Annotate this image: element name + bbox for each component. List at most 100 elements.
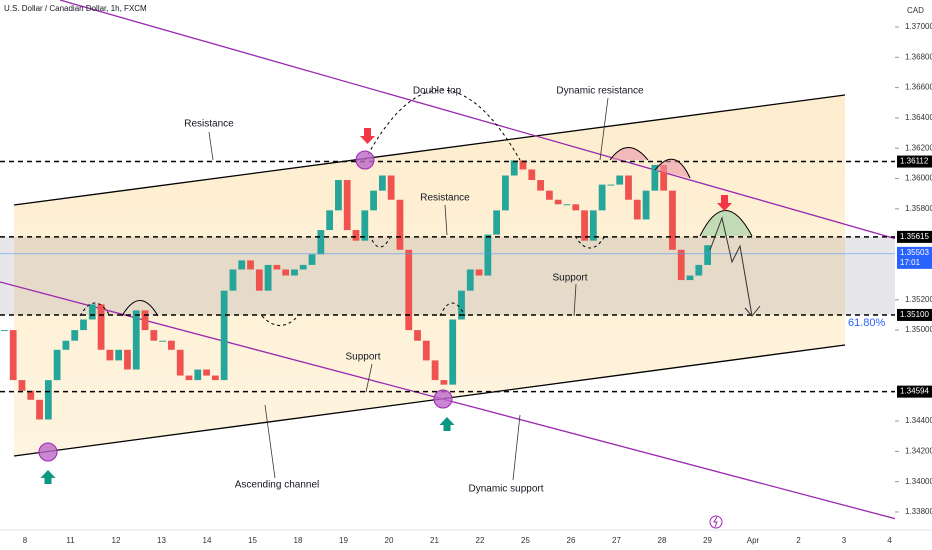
candle [97,304,105,350]
candle [475,269,483,276]
candle [194,369,202,381]
candle [9,330,17,381]
x-tick-label: 28 [658,536,667,545]
candle [554,199,562,205]
candle [510,160,518,176]
level-label-box [897,230,932,243]
candle [159,340,167,342]
candle [326,210,334,231]
candle [686,275,694,281]
candle [80,319,87,331]
x-tick-label: 11 [66,536,75,545]
candle [88,304,96,320]
candle [264,264,272,291]
candle [642,190,650,220]
candle [370,190,377,211]
annotation-pointers [208,97,609,481]
y-tick-label: 1.34400 [905,416,932,425]
candle [299,264,307,270]
annotation: Double top [413,86,462,97]
annotation: Support [552,273,587,284]
candle [27,390,35,400]
candle [343,180,351,231]
candle [211,375,219,381]
candle [616,175,624,185]
candle [255,269,263,291]
candle [247,260,254,270]
candle [238,260,246,270]
current-time-label: 17:01 [900,258,921,267]
candle [519,160,527,170]
y-tick-label: 1.35000 [905,325,932,334]
candle [704,245,711,265]
chart-title: U.S. Dollar / Canadian Dollar, 1h, FXCM [4,4,147,13]
level-label: 1.34594 [900,387,929,396]
candle [282,269,290,276]
candle [563,204,571,206]
x-tick-label: 22 [476,536,485,545]
y-tick-label: 1.36200 [905,143,932,152]
candle [484,234,492,276]
candle [396,199,404,250]
candle [44,380,52,420]
level-label: 1.36112 [900,157,929,166]
candle [203,369,210,376]
candle [405,249,413,331]
candle [695,264,703,276]
x-tick-label: 4 [887,536,892,545]
range-zone [0,236,895,315]
level-label: 1.35100 [900,310,929,319]
y-tick-label: 1.36000 [905,174,932,183]
candle [1,330,8,332]
candle [651,164,659,191]
candle [291,269,298,276]
x-tick-label: 20 [385,536,394,545]
level-label-box [897,385,932,398]
dynamic-resistance-line [59,0,901,241]
candle [352,230,360,241]
y-tick-label: 1.36800 [905,52,932,61]
currency: CAD [907,6,924,15]
candle [422,340,430,361]
candle [607,184,615,186]
candle [387,175,395,200]
y-tick-label: 1.36600 [905,83,932,92]
candle [528,169,536,181]
candle [361,210,369,241]
x-tick-label: Apr [747,536,760,545]
lightning-icon [709,515,723,529]
channel-bottom [13,344,846,457]
candle [449,319,457,385]
annotation: Dynamic resistance [556,86,644,97]
candle [545,190,553,200]
candle [168,340,175,350]
candle [220,290,228,381]
level-label-box [897,155,932,168]
x-tick-label: 19 [339,536,348,545]
candle [598,184,606,211]
x-tick-label: 26 [567,536,576,545]
candle [132,310,140,370]
candle [335,180,342,211]
candle [18,380,26,391]
candle [176,349,184,376]
annotation: Resistance [420,193,470,204]
channel-top [13,94,846,206]
candle [537,180,544,191]
fib-label: 61.80% [848,317,886,329]
candle [466,269,474,291]
candle [229,269,237,291]
x-tick-label: 2 [796,536,801,545]
x-tick-label: 15 [248,536,257,545]
candle [150,330,158,341]
candle [493,210,501,235]
candle [625,175,632,200]
candle [308,254,316,265]
x-tick-label: 14 [203,536,212,545]
x-tick-label: 12 [112,536,121,545]
x-tick-label: 25 [521,536,530,545]
candle [431,360,439,381]
level-label: 1.35615 [900,232,929,241]
markers [38,128,732,484]
